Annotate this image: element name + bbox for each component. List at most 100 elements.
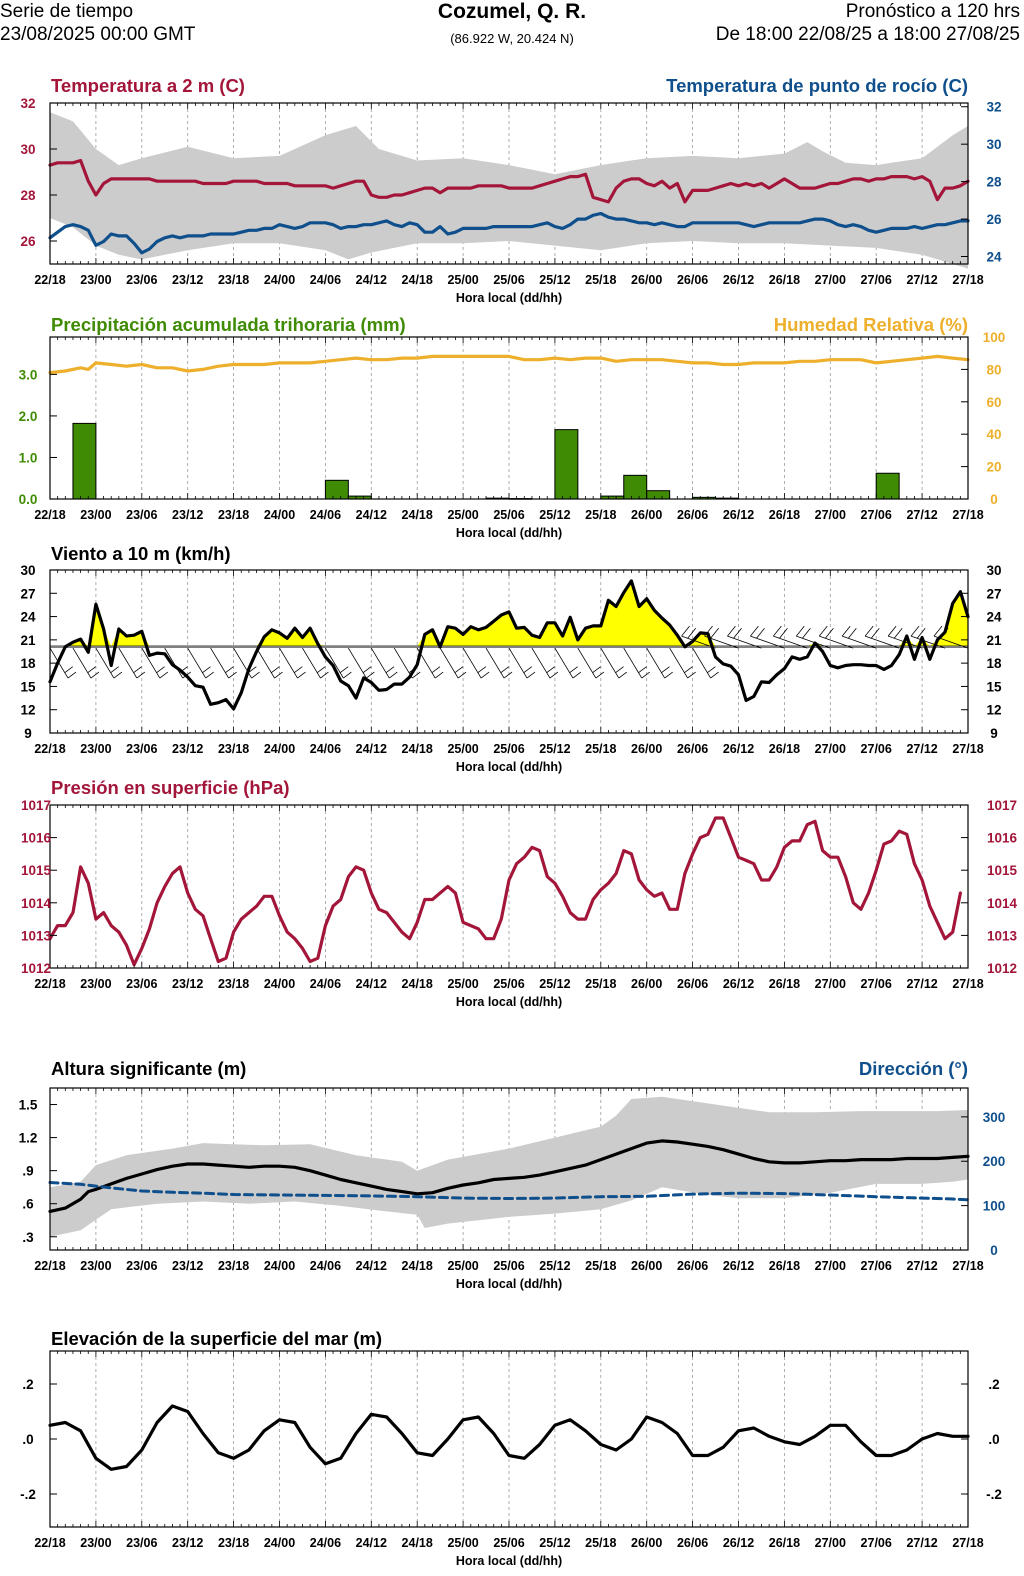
wind-barb-feather <box>916 627 926 639</box>
x-tick-label: 25/06 <box>493 508 524 522</box>
y-right-tick-label: 80 <box>986 362 1001 377</box>
wind-barb-feather <box>503 671 513 679</box>
x-tick-label: 23/06 <box>126 742 157 756</box>
y-left-tick-label: 18 <box>20 656 36 671</box>
wind-barb <box>669 647 688 679</box>
wind_line-line <box>48 579 970 711</box>
wind-barb-feather <box>225 666 234 673</box>
y-left-tick-label: 1016 <box>21 831 52 846</box>
header-left: Serie de tiempo 23/08/2025 00:00 GMT <box>0 0 195 46</box>
x-tick-label: 26/06 <box>677 977 708 991</box>
x-tick-label: 26/18 <box>769 508 800 522</box>
y-right-tick-label: 1015 <box>987 863 1018 878</box>
wind-barb-feather <box>733 627 742 639</box>
x-tick-label: 25/18 <box>585 1259 616 1273</box>
x-tick-label: 27/06 <box>861 273 892 287</box>
x-tick-label: 25/06 <box>493 1536 524 1550</box>
wind-barb-feather <box>110 666 119 673</box>
y-left-tick-label: 28 <box>20 188 36 203</box>
x-tick-label: 25/00 <box>447 1259 478 1273</box>
wind-barb-feather <box>661 666 670 673</box>
x-tick-label: 23/18 <box>218 1536 249 1550</box>
wind-barb-feather <box>750 625 759 637</box>
series-label: Serie de tiempo <box>0 1 134 22</box>
x-axis-label: Hora local (dd/hh) <box>456 995 562 1009</box>
y-right-tick-label: 1012 <box>987 961 1017 976</box>
x-tick-label: 24/00 <box>264 1259 295 1273</box>
wind-barb-feather <box>664 671 673 679</box>
y-left-tick-label: .6 <box>22 1197 34 1212</box>
x-tick-label: 23/00 <box>80 742 111 756</box>
x-tick-label: 23/18 <box>218 977 249 991</box>
wind-barb <box>577 647 597 679</box>
x-tick-label: 23/12 <box>172 977 203 991</box>
y-left-tick-label: 1015 <box>21 863 52 878</box>
wind-barb <box>796 635 831 649</box>
y-left-tick-label: .2 <box>22 1377 33 1392</box>
y-left-tick-label: .9 <box>22 1164 33 1179</box>
y-right-tick-label: 0 <box>990 1243 998 1258</box>
y-right-tick-label: 1017 <box>987 798 1017 813</box>
wind-barb-feather <box>67 671 77 679</box>
y-right-tick-label: 27 <box>986 586 1001 601</box>
y-right-tick-label: 1014 <box>987 896 1018 911</box>
x-tick-label: 25/18 <box>585 742 616 756</box>
y-right-tick-label: 300 <box>983 1110 1006 1125</box>
x-tick-label: 24/06 <box>310 1536 341 1550</box>
wind-barb <box>865 635 900 649</box>
chart-title-left: Presión en superficie (hPa) <box>51 777 290 798</box>
wind-barb-feather <box>412 671 421 679</box>
precip-bar <box>646 490 671 500</box>
y-right-tick-label: 26 <box>986 212 1002 227</box>
wind-barb <box>646 647 666 679</box>
temperature-line <box>48 158 970 204</box>
y-right-tick-label: .2 <box>988 1377 999 1392</box>
x-tick-label: 23/00 <box>80 273 111 287</box>
temperature-line <box>48 816 962 967</box>
x-tick-label: 26/18 <box>769 273 800 287</box>
x-tick-label: 27/12 <box>906 1259 937 1273</box>
x-tick-label: 26/12 <box>723 742 754 756</box>
x-tick-label: 27/18 <box>952 742 983 756</box>
y-left-tick-label: 9 <box>24 726 32 741</box>
x-tick-label: 27/00 <box>815 273 846 287</box>
temperature-chart: 22/18 23/00 23/06 23/12 23/18 24/00 24/06 24/12… <box>20 75 1002 305</box>
x-tick-label: 26/12 <box>723 1259 754 1273</box>
y-right-tick-label: 60 <box>986 395 1001 410</box>
x-tick-label: 27/06 <box>861 977 892 991</box>
forecast-length: Pronóstico a 120 hrs <box>845 1 1020 22</box>
wind-barb-feather <box>727 625 736 637</box>
x-tick-label: 23/00 <box>80 1259 111 1273</box>
wind-barb <box>95 647 115 679</box>
x-tick-label: 25/00 <box>447 742 478 756</box>
x-tick-label: 22/18 <box>34 508 65 522</box>
wind-barb <box>819 635 854 649</box>
wind-barb-feather <box>202 666 211 673</box>
x-tick-label: 25/00 <box>447 1536 478 1550</box>
wind-barb-feather <box>848 627 857 639</box>
x-tick-label: 27/18 <box>952 1536 983 1550</box>
wind-barb-feather <box>480 671 490 679</box>
wave_dir-line <box>48 1181 970 1202</box>
x-tick-label: 24/00 <box>264 273 295 287</box>
wind-barb <box>842 635 877 649</box>
wind-barb <box>623 647 643 679</box>
wind-barb <box>118 647 138 679</box>
x-tick-label: 24/12 <box>356 273 387 287</box>
run-time: 23/08/2025 00:00 GMT <box>0 24 196 45</box>
x-tick-label: 24/06 <box>310 977 341 991</box>
x-tick-label: 27/00 <box>815 508 846 522</box>
wind-barb <box>508 647 528 679</box>
wind-barb-feather <box>228 671 237 679</box>
x-tick-label: 25/18 <box>585 273 616 287</box>
wind-barb <box>348 647 367 679</box>
x-tick-label: 27/12 <box>906 1536 937 1550</box>
wind-barb <box>750 635 785 649</box>
x-tick-label: 24/00 <box>264 742 295 756</box>
y-right-tick-label: 30 <box>986 563 1001 578</box>
wind-barb-feather <box>316 666 326 673</box>
x-tick-label: 22/18 <box>34 1259 65 1273</box>
wind-barb-feather <box>205 671 214 679</box>
x-tick-label: 27/18 <box>952 1259 983 1273</box>
wind-barb-feather <box>136 671 146 679</box>
